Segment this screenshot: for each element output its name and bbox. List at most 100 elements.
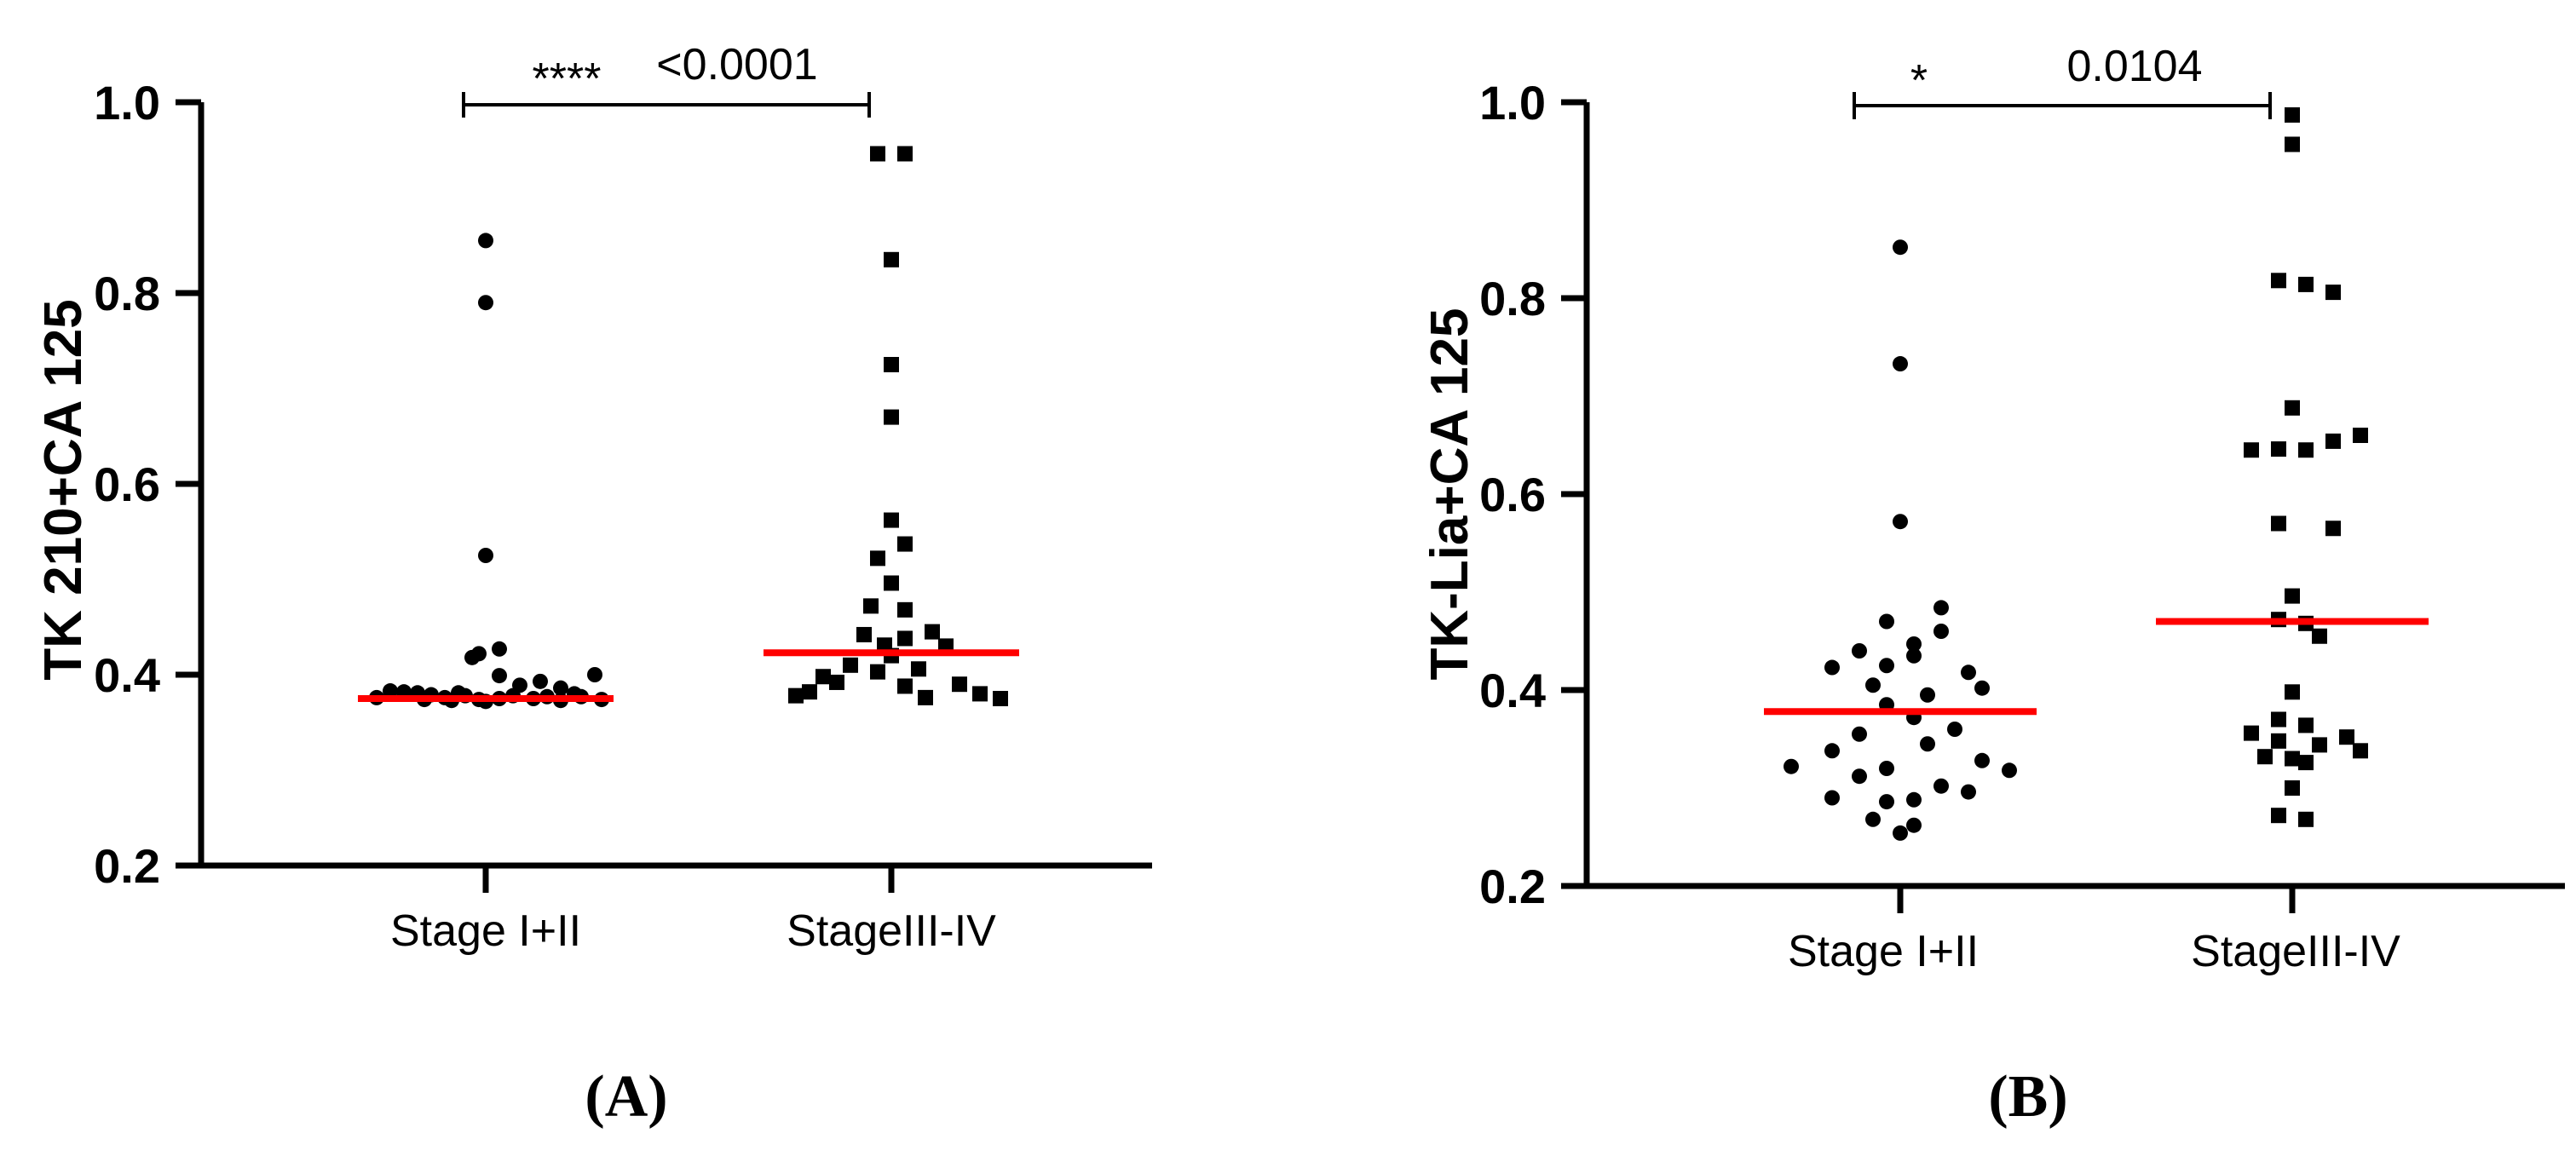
data-point — [2325, 285, 2341, 301]
y-tick-label: 1.0 — [94, 76, 160, 129]
data-point — [2002, 762, 2017, 779]
data-point — [884, 409, 899, 425]
y-tick-label: 0.8 — [1479, 272, 1546, 325]
data-point — [2257, 749, 2273, 765]
y-tick-label: 0.4 — [1479, 664, 1546, 717]
panel-label-b: (B) — [1988, 1064, 2067, 1130]
data-point — [918, 689, 933, 705]
data-point — [533, 673, 548, 689]
data-point — [870, 550, 885, 567]
data-point — [897, 678, 913, 694]
data-point — [2271, 733, 2286, 749]
data-point — [2325, 521, 2341, 537]
data-point — [2298, 276, 2314, 292]
x-tick-label-stage-iii-iv: StageIII-IV — [787, 906, 996, 956]
data-point — [829, 674, 844, 690]
data-point — [2271, 711, 2286, 728]
y-axis-label: TK 210+CA 125 — [34, 299, 93, 680]
data-point — [1865, 677, 1881, 693]
data-point — [1879, 613, 1894, 630]
data-point — [478, 295, 493, 311]
data-point — [2285, 400, 2300, 416]
data-point — [2298, 755, 2314, 771]
significance-stars: * — [1910, 56, 1928, 106]
data-point — [1824, 659, 1840, 676]
data-point — [1920, 687, 1935, 703]
data-point — [2271, 273, 2286, 289]
data-point — [492, 641, 507, 657]
data-point — [2339, 729, 2354, 745]
data-point — [2353, 428, 2368, 443]
data-point — [478, 548, 493, 563]
data-point — [2298, 811, 2314, 827]
data-point — [1974, 680, 1990, 696]
data-point — [2271, 808, 2286, 824]
significance-stars: **** — [533, 55, 602, 104]
data-point — [1893, 514, 1908, 530]
p-value: 0.0104 — [2066, 42, 2202, 91]
data-point — [1961, 784, 1976, 800]
data-point — [2285, 136, 2300, 152]
data-point — [952, 676, 967, 693]
y-tick-label: 0.2 — [1479, 860, 1546, 913]
data-point — [1933, 624, 1949, 639]
data-point — [993, 691, 1008, 706]
x-tick-label-stage-iii-iv: StageIII-IV — [2191, 927, 2400, 976]
data-point — [478, 233, 493, 249]
data-point — [2271, 515, 2286, 532]
data-point — [1906, 647, 1922, 664]
p-value: <0.0001 — [656, 40, 817, 89]
data-point — [897, 630, 913, 647]
significance-bracket — [462, 92, 871, 118]
data-point — [1893, 239, 1908, 256]
data-point — [1852, 768, 1867, 785]
y-tick-label: 0.6 — [1479, 468, 1546, 521]
data-point — [492, 668, 507, 684]
data-point — [897, 146, 913, 162]
data-point — [1879, 761, 1894, 776]
data-point — [1865, 811, 1881, 827]
data-point — [1879, 794, 1894, 810]
data-point — [1947, 722, 1962, 737]
data-point — [2285, 780, 2300, 796]
panel-a: TK 210+CA 125 0.2 0.4 0.6 0.8 1.0 Stage I+II… — [34, 40, 1152, 1130]
data-point — [464, 649, 480, 665]
data-point — [856, 626, 872, 642]
data-point — [2353, 743, 2368, 759]
data-point — [925, 624, 940, 640]
data-point — [870, 664, 885, 680]
data-point — [2244, 442, 2259, 458]
panel-label-a: (A) — [585, 1064, 667, 1130]
y-tick-label: 0.4 — [94, 648, 160, 702]
data-point — [1852, 726, 1867, 742]
data-point — [884, 251, 899, 267]
data-point — [788, 687, 804, 704]
data-point — [1784, 758, 1799, 774]
data-point — [2285, 684, 2300, 700]
y-tick-label: 0.2 — [94, 839, 160, 893]
data-point — [897, 536, 913, 552]
data-point — [587, 667, 602, 682]
data-point — [2285, 751, 2300, 767]
data-point — [2285, 588, 2300, 604]
data-point — [2312, 737, 2327, 753]
data-point — [2325, 433, 2341, 449]
y-tick-label: 0.8 — [94, 267, 160, 320]
data-point — [884, 512, 899, 528]
data-point — [553, 680, 568, 696]
data-point — [383, 683, 398, 699]
data-point — [802, 684, 817, 700]
data-point — [2244, 725, 2259, 741]
data-point — [870, 146, 885, 162]
data-point — [897, 601, 913, 618]
y-tick-label: 0.6 — [94, 457, 160, 511]
data-point — [2298, 442, 2314, 458]
data-point — [2298, 717, 2314, 733]
data-point — [911, 661, 926, 677]
data-point — [2285, 106, 2300, 123]
data-point — [884, 575, 899, 591]
data-point — [1961, 664, 1976, 681]
data-point — [2271, 441, 2286, 457]
data-point — [843, 657, 858, 673]
